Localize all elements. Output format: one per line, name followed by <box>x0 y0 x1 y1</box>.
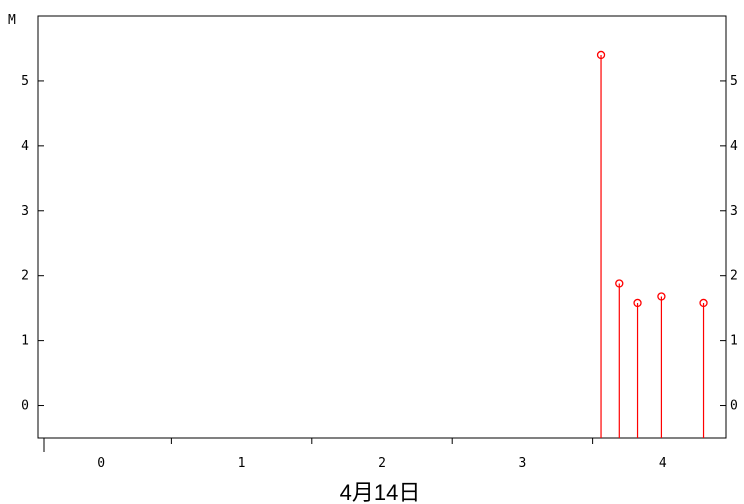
y-tick-label-left-4: 4 <box>21 139 29 154</box>
stem-marker-3 <box>657 292 666 301</box>
y-tick-label-right-4: 4 <box>730 139 738 154</box>
x-axis: 0 1 2 3 4 <box>43 438 667 471</box>
x-tick-label-3: 3 <box>518 456 526 471</box>
y-tick-label-left-3: 3 <box>21 204 29 219</box>
y-axis-right: 0 1 2 3 4 5 <box>720 74 738 414</box>
x-tick-label-0: 0 <box>97 456 105 471</box>
y-axis-left: 0 1 2 3 4 5 <box>21 74 44 414</box>
y-tick-label-right-5: 5 <box>730 74 738 89</box>
x-tick-label-2: 2 <box>378 456 386 471</box>
stem-marker-0 <box>596 50 606 60</box>
y-tick-label-left-0: 0 <box>21 399 29 414</box>
x-tick-label-1: 1 <box>238 456 246 471</box>
plot-frame <box>37 15 727 439</box>
y-tick-label-left-2: 2 <box>21 269 29 284</box>
y-tick-label-right-3: 3 <box>730 204 738 219</box>
x-tick-label-4: 4 <box>659 456 667 471</box>
y-unit-label: M <box>8 13 16 28</box>
stem-marker-2 <box>633 298 642 308</box>
y-tick-label-left-1: 1 <box>21 334 29 349</box>
x-axis-date-label: 4月14日 <box>340 480 421 504</box>
y-tick-label-right-1: 1 <box>730 334 738 349</box>
data-stems <box>596 50 708 438</box>
y-tick-label-left-5: 5 <box>21 74 29 89</box>
stem-marker-1 <box>615 279 624 288</box>
y-tick-label-right-2: 2 <box>730 269 738 284</box>
stem-marker-4 <box>699 298 708 308</box>
y-tick-label-right-0: 0 <box>730 399 738 414</box>
